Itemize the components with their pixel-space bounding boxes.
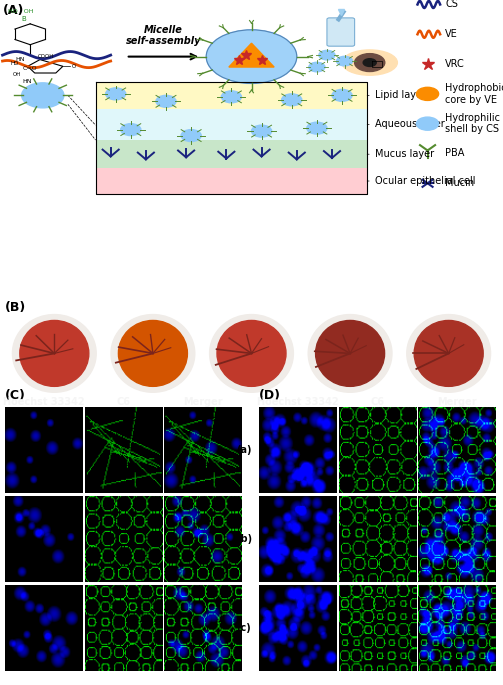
Text: COOH: COOH [38,54,55,59]
Text: (C): (C) [5,389,26,402]
Circle shape [22,83,64,108]
Circle shape [181,129,201,142]
Ellipse shape [407,314,490,393]
Text: OH: OH [13,72,21,77]
Text: C=O: C=O [25,87,40,92]
Ellipse shape [315,321,385,386]
Text: Lipid layer: Lipid layer [367,90,426,100]
Text: Mucin: Mucin [445,178,474,188]
FancyBboxPatch shape [96,82,367,109]
Circle shape [282,94,302,105]
Circle shape [156,95,176,108]
Text: HO   OH: HO OH [8,10,33,14]
Circle shape [221,91,241,103]
Title: C6: C6 [370,397,384,407]
Circle shape [363,59,376,66]
Text: C=O: C=O [23,66,37,71]
Circle shape [332,89,352,101]
Title: Merger: Merger [183,397,223,407]
Ellipse shape [13,314,96,393]
Circle shape [355,53,385,71]
Title: Hoechst 33342: Hoechst 33342 [257,397,339,407]
Title: Hoechst 33342: Hoechst 33342 [3,397,85,407]
Text: B: B [21,16,26,22]
Title: C6: C6 [116,397,130,407]
Text: Ocular epithelial cell: Ocular epithelial cell [367,176,475,186]
Text: Mucus layer: Mucus layer [367,149,434,159]
FancyBboxPatch shape [96,140,367,169]
Text: (a): (a) [236,445,252,455]
Ellipse shape [210,314,293,393]
Text: Hydrophilic
shell by CS: Hydrophilic shell by CS [445,113,500,134]
Circle shape [309,62,325,72]
Text: (D): (D) [259,389,281,402]
Title: Merger: Merger [437,397,477,407]
Text: VRC: VRC [445,59,465,69]
Text: HN: HN [23,79,32,84]
Text: Aqueous layer: Aqueous layer [367,119,445,129]
Circle shape [416,87,439,101]
FancyBboxPatch shape [327,18,355,46]
Circle shape [206,30,297,84]
Ellipse shape [118,321,188,386]
Circle shape [319,51,335,60]
Circle shape [121,124,141,136]
Ellipse shape [414,321,483,386]
Text: HN: HN [15,57,25,62]
Text: (A): (A) [3,5,24,18]
Text: (c): (c) [236,623,250,633]
Text: CH₃: CH₃ [30,95,42,99]
Text: (B): (B) [5,301,26,314]
Text: Micelle
self-assembly: Micelle self-assembly [126,25,201,46]
Circle shape [106,88,126,100]
Circle shape [416,117,439,130]
Circle shape [307,122,327,134]
Text: PBA: PBA [445,149,465,158]
FancyBboxPatch shape [96,109,367,140]
Text: VE: VE [445,29,458,39]
Circle shape [252,125,272,137]
Ellipse shape [111,314,195,393]
Text: (b): (b) [236,534,252,544]
Circle shape [337,56,353,66]
Polygon shape [229,43,274,67]
Ellipse shape [342,50,397,75]
Text: CS: CS [445,0,458,10]
Ellipse shape [308,314,392,393]
Text: O: O [72,64,76,68]
Text: HO: HO [10,61,19,66]
Ellipse shape [217,321,286,386]
Ellipse shape [20,321,89,386]
FancyBboxPatch shape [96,169,367,194]
Text: Hydrophobic
core by VE: Hydrophobic core by VE [445,83,503,105]
